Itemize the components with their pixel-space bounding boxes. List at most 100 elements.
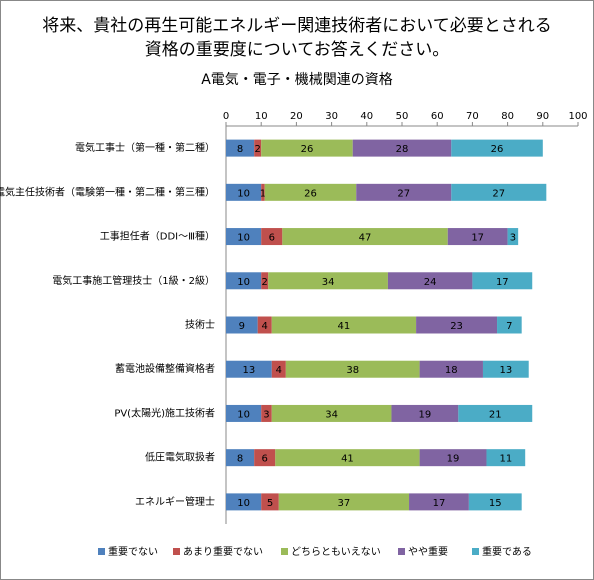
x-tick-label: 40 — [360, 111, 373, 122]
legend-swatch — [472, 548, 479, 555]
bar-segment — [268, 272, 388, 290]
bar-segment — [226, 272, 262, 290]
bar-segment — [257, 316, 272, 334]
x-tick-label: 50 — [396, 111, 409, 122]
data-label: 27 — [397, 188, 410, 199]
chart-title: 資格の重要度についてお答えください。 — [145, 40, 449, 60]
bar-segment — [416, 316, 498, 334]
bar-segment — [451, 139, 543, 157]
data-label: 5 — [267, 498, 273, 509]
data-label: 26 — [301, 144, 314, 155]
data-label: 13 — [243, 365, 256, 376]
bar-segment — [226, 360, 272, 378]
bar-segment — [226, 228, 262, 246]
legend-label: あまり重要でない — [183, 545, 263, 558]
data-label: 28 — [396, 144, 409, 155]
data-label: 34 — [322, 277, 335, 288]
bar-segment — [472, 272, 533, 290]
bar-segment — [261, 404, 272, 422]
data-label: 27 — [492, 188, 505, 199]
bar-segment — [261, 228, 283, 246]
data-label: 19 — [419, 409, 432, 420]
bar-segment — [391, 404, 459, 422]
bar-segment — [285, 360, 420, 378]
data-label: 4 — [262, 321, 268, 332]
x-tick-label: 0 — [223, 111, 229, 122]
data-label: 9 — [239, 321, 245, 332]
category-label: 電気主任技術者（電験第一種・第二種・第三種） — [0, 185, 215, 198]
bar-segment — [226, 139, 255, 157]
x-tick-label: 60 — [431, 111, 444, 122]
bar-segment — [275, 449, 420, 467]
data-label: 17 — [496, 277, 509, 288]
bar-segment — [507, 228, 519, 246]
bar-segment — [271, 360, 286, 378]
bar-segment — [419, 360, 483, 378]
bar-segment — [278, 493, 410, 511]
bar-segment — [261, 272, 269, 290]
legend-label: 重要でない — [108, 545, 158, 558]
data-label: 10 — [237, 498, 250, 509]
category-label: 技術士 — [185, 318, 215, 331]
bar-segment — [226, 183, 262, 201]
category-label: 電気工事施工管理技士（1級・2級） — [52, 274, 215, 287]
bar-segment — [458, 404, 533, 422]
bar-segment — [282, 228, 448, 246]
bar-segment — [261, 183, 265, 201]
data-label: 7 — [506, 321, 512, 332]
data-label: 6 — [269, 233, 275, 244]
legend-swatch — [173, 548, 180, 555]
bar-segment — [468, 493, 522, 511]
bar-segment — [226, 449, 255, 467]
x-tick-label: 100 — [568, 111, 587, 122]
data-label: 41 — [341, 454, 354, 465]
bar-segment — [271, 316, 417, 334]
chart-title: 将来、貴社の再生可能エネルギー関連技術者において必要とされる — [42, 16, 552, 36]
category-label: 工事担任者（DDⅠ～Ⅲ種） — [100, 230, 215, 243]
bar-segment — [497, 316, 522, 334]
legend-label: 重要である — [482, 545, 532, 558]
x-tick-label: 10 — [255, 111, 268, 122]
data-label: 18 — [445, 365, 458, 376]
data-label: 10 — [237, 233, 250, 244]
data-label: 2 — [262, 277, 268, 288]
x-tick-label: 70 — [466, 111, 479, 122]
data-label: 41 — [338, 321, 351, 332]
category-label: 蓄電池設備整備資格者 — [115, 362, 215, 375]
data-label: 8 — [237, 144, 243, 155]
category-label: PV(太陽光)施工技術者 — [114, 406, 215, 419]
bar-segment — [254, 139, 262, 157]
data-label: 21 — [489, 409, 502, 420]
data-label: 10 — [237, 409, 250, 420]
bar-segment — [451, 183, 547, 201]
data-label: 37 — [338, 498, 351, 509]
x-tick-label: 30 — [325, 111, 338, 122]
legend-swatch — [98, 548, 105, 555]
bar-segment — [261, 493, 279, 511]
bar-segment — [271, 404, 392, 422]
data-label: 23 — [450, 321, 463, 332]
data-label: 6 — [262, 454, 268, 465]
x-tick-label: 90 — [536, 111, 549, 122]
data-label: 10 — [237, 277, 250, 288]
x-tick-label: 80 — [501, 111, 514, 122]
data-label: 38 — [346, 365, 359, 376]
data-label: 47 — [359, 233, 372, 244]
data-label: 13 — [499, 365, 512, 376]
data-label: 26 — [304, 188, 317, 199]
bar-segment — [264, 183, 357, 201]
data-label: 34 — [325, 409, 338, 420]
data-label: 3 — [510, 233, 516, 244]
bar-segment — [387, 272, 473, 290]
bar-segment — [447, 228, 508, 246]
data-label: 24 — [424, 277, 437, 288]
data-label: 17 — [471, 233, 484, 244]
bar-segment — [482, 360, 529, 378]
category-label: 低圧電気取扱者 — [145, 451, 215, 464]
bar-segment — [352, 139, 452, 157]
category-label: 電気工事士（第一種・第二種） — [75, 141, 215, 154]
chart-subtitle: A電気・電子・機械関連の資格 — [201, 72, 393, 88]
data-label: 19 — [447, 454, 460, 465]
